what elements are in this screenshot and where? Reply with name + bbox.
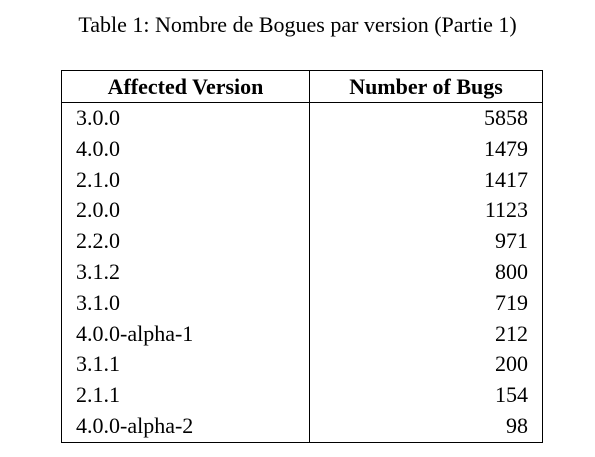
table-row: 3.1.0 719 [61, 287, 543, 319]
bug-count-cell: 719 [309, 287, 543, 319]
version-cell: 2.1.1 [61, 380, 310, 411]
bug-count-cell: 1479 [309, 133, 543, 165]
version-cell: 2.0.0 [61, 195, 310, 227]
table-row: 2.0.0 1123 [61, 195, 543, 227]
version-cell: 3.1.0 [61, 287, 310, 319]
table-row: 4.0.0-alpha-2 98 [61, 410, 543, 443]
table-header-row: Affected Version Number of Bugs [61, 70, 543, 103]
version-cell: 3.1.1 [61, 349, 310, 381]
bug-count-cell: 1123 [309, 195, 543, 227]
column-header-number-of-bugs: Number of Bugs [309, 70, 543, 103]
version-cell: 2.2.0 [61, 226, 310, 257]
table-caption: Table 1: Nombre de Bogues par version (P… [78, 12, 517, 37]
bug-count-cell: 200 [309, 349, 543, 381]
bugs-table: Affected Version Number of Bugs 3.0.0 58… [61, 70, 543, 443]
bug-count-cell: 971 [309, 226, 543, 257]
version-cell: 3.0.0 [61, 102, 310, 134]
table-row: 3.1.1 200 [61, 349, 543, 381]
version-cell: 3.1.2 [61, 256, 310, 288]
table-row: 2.1.0 1417 [61, 164, 543, 196]
bug-count-cell: 154 [309, 380, 543, 411]
table-row: 3.0.0 5858 [61, 102, 543, 134]
bug-count-cell: 800 [309, 256, 543, 288]
bug-count-cell: 1417 [309, 164, 543, 196]
version-cell: 2.1.0 [61, 164, 310, 196]
bug-count-cell: 5858 [309, 102, 543, 134]
table-row: 3.1.2 800 [61, 256, 543, 288]
version-cell: 4.0.0 [61, 133, 310, 165]
table-row: 4.0.0-alpha-1 212 [61, 318, 543, 350]
table-row: 2.1.1 154 [61, 380, 543, 411]
table-row: 4.0.0 1479 [61, 133, 543, 165]
bug-count-cell: 212 [309, 318, 543, 350]
version-cell: 4.0.0-alpha-2 [61, 410, 310, 443]
version-cell: 4.0.0-alpha-1 [61, 318, 310, 350]
bug-count-cell: 98 [309, 410, 543, 443]
column-header-affected-version: Affected Version [61, 70, 310, 103]
table-row: 2.2.0 971 [61, 226, 543, 257]
